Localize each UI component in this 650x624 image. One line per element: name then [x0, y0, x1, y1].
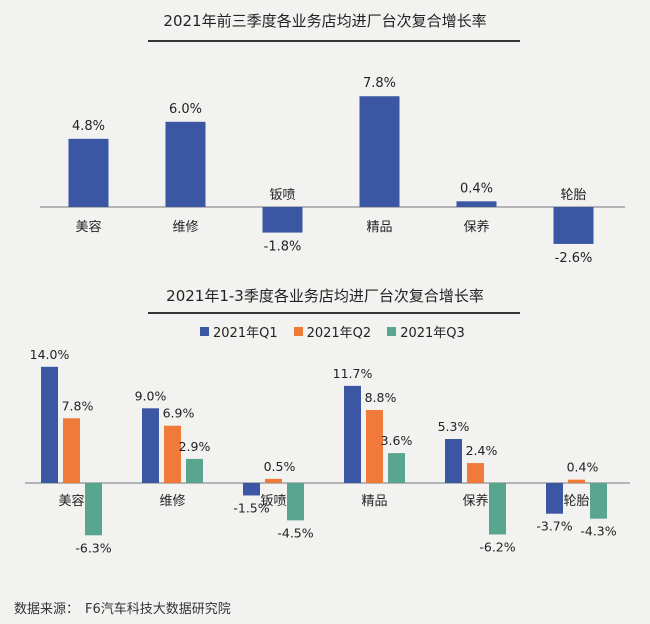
- chart2-value-label-q3-0: -6.3%: [75, 540, 111, 555]
- chart2-bar-q3-0: [85, 483, 102, 536]
- chart2-bar-q3-4: [489, 483, 506, 535]
- chart2-bar-q2-5: [568, 479, 585, 483]
- legend-swatch-q2: [293, 327, 303, 336]
- chart2-bar-q2-1: [164, 425, 181, 483]
- chart2-value-label-q1-5: -3.7%: [536, 519, 572, 534]
- chart2-title-rule: [148, 312, 520, 314]
- chart1-title-rule: [148, 40, 520, 42]
- chart2-bar-q2-3: [366, 409, 383, 483]
- chart2-value-label-q1-3: 11.7%: [333, 366, 373, 381]
- chart2-value-label-q3-3: 3.6%: [381, 433, 413, 448]
- chart1-value-label-0: 4.8%: [72, 119, 105, 134]
- chart1-bar-4: [456, 201, 497, 207]
- source-note: 数据来源： F6汽车科技大数据研究院: [14, 598, 231, 617]
- legend-item-q2: 2021年Q2: [293, 322, 372, 341]
- legend-label-q1: 2021年Q1: [213, 326, 278, 341]
- chart2-category-label-1: 维修: [159, 494, 185, 509]
- chart2-value-label-q3-1: 2.9%: [179, 439, 211, 454]
- chart1-category-label-4: 保养: [463, 219, 489, 235]
- chart2-bar-q2-0: [63, 418, 80, 483]
- chart1-value-label-4: 0.4%: [460, 181, 493, 196]
- chart1-value-label-5: -2.6%: [555, 251, 593, 266]
- chart2-bar-q1-3: [344, 385, 361, 483]
- chart2-category-label-0: 美容: [58, 493, 84, 509]
- chart2-bar-q1-0: [41, 366, 58, 483]
- chart1-bar-3: [359, 96, 400, 207]
- chart2-value-label-q2-5: 0.4%: [567, 460, 599, 475]
- chart1-bar-1: [165, 121, 206, 207]
- legend-swatch-q1: [200, 327, 209, 336]
- chart2-value-label-q2-1: 6.9%: [163, 406, 195, 421]
- chart1-value-label-3: 7.8%: [363, 76, 396, 91]
- chart2-bar-q2-2: [265, 478, 282, 483]
- source-label: 数据来源：: [14, 602, 80, 617]
- chart2-title: 2021年1-3季度各业务店均进厂台次复合增长率: [166, 287, 484, 305]
- chart2-value-label-q2-4: 2.4%: [466, 443, 498, 458]
- chart1-bar-0: [68, 138, 109, 207]
- chart1-value-label-2: -1.8%: [264, 240, 302, 255]
- chart1-bar-5: [553, 207, 594, 244]
- legend-item-q3: 2021年Q3: [387, 322, 465, 341]
- legend-label-q2: 2021年Q2: [306, 326, 372, 341]
- chart2-bar-q3-3: [388, 453, 405, 483]
- chart1-value-label-1: 6.0%: [169, 102, 202, 117]
- chart2-legend: 2021年Q1 2021年Q2 2021年Q3: [200, 322, 465, 341]
- chart1-category-label-3: 精品: [366, 220, 392, 235]
- legend-label-q3: 2021年Q3: [400, 326, 465, 341]
- chart2-category-label-2: 钣喷: [260, 494, 286, 509]
- chart2-category-label-3: 精品: [361, 494, 387, 509]
- chart2-bar-q1-4: [445, 439, 462, 483]
- chart2-category-label-5: 轮胎: [563, 494, 589, 509]
- legend-item-q1: 2021年Q1: [200, 322, 278, 341]
- chart2-category-label-4: 保养: [462, 493, 488, 509]
- chart2-bar-q1-2: [243, 483, 260, 496]
- chart1-category-label-5: 轮胎: [560, 188, 586, 203]
- chart2-value-label-q1-4: 5.3%: [438, 419, 470, 434]
- chart2-value-label-q2-0: 7.8%: [62, 398, 94, 413]
- chart2-value-label-q1-1: 9.0%: [135, 388, 167, 403]
- chart1-bar-2: [262, 207, 303, 233]
- chart2-bar-q3-5: [590, 483, 607, 519]
- chart2-bar-q1-5: [546, 483, 563, 514]
- chart2-value-label-q1-0: 14.0%: [30, 347, 70, 362]
- chart2-value-label-q3-2: -4.5%: [277, 525, 313, 540]
- chart2-bar-q2-4: [467, 463, 484, 483]
- source-value: F6汽车科技大数据研究院: [85, 602, 231, 617]
- chart2-value-label-q3-5: -4.3%: [580, 524, 616, 539]
- chart2-bar-q3-2: [287, 483, 304, 521]
- chart1-category-label-1: 维修: [172, 220, 198, 235]
- chart2-value-label-q1-2: -1.5%: [233, 500, 269, 515]
- chart1-category-label-2: 钣喷: [269, 188, 295, 203]
- chart2-value-label-q2-3: 8.8%: [365, 390, 397, 405]
- chart2-value-label-q2-2: 0.5%: [264, 459, 296, 474]
- chart1-title: 2021年前三季度各业务店均进厂台次复合增长率: [163, 12, 487, 30]
- chart2-bar-q1-1: [142, 408, 159, 483]
- chart1-category-label-0: 美容: [75, 219, 101, 235]
- legend-swatch-q3: [387, 327, 397, 336]
- chart2-bar-q3-1: [186, 458, 203, 483]
- chart2-value-label-q3-4: -6.2%: [479, 539, 515, 554]
